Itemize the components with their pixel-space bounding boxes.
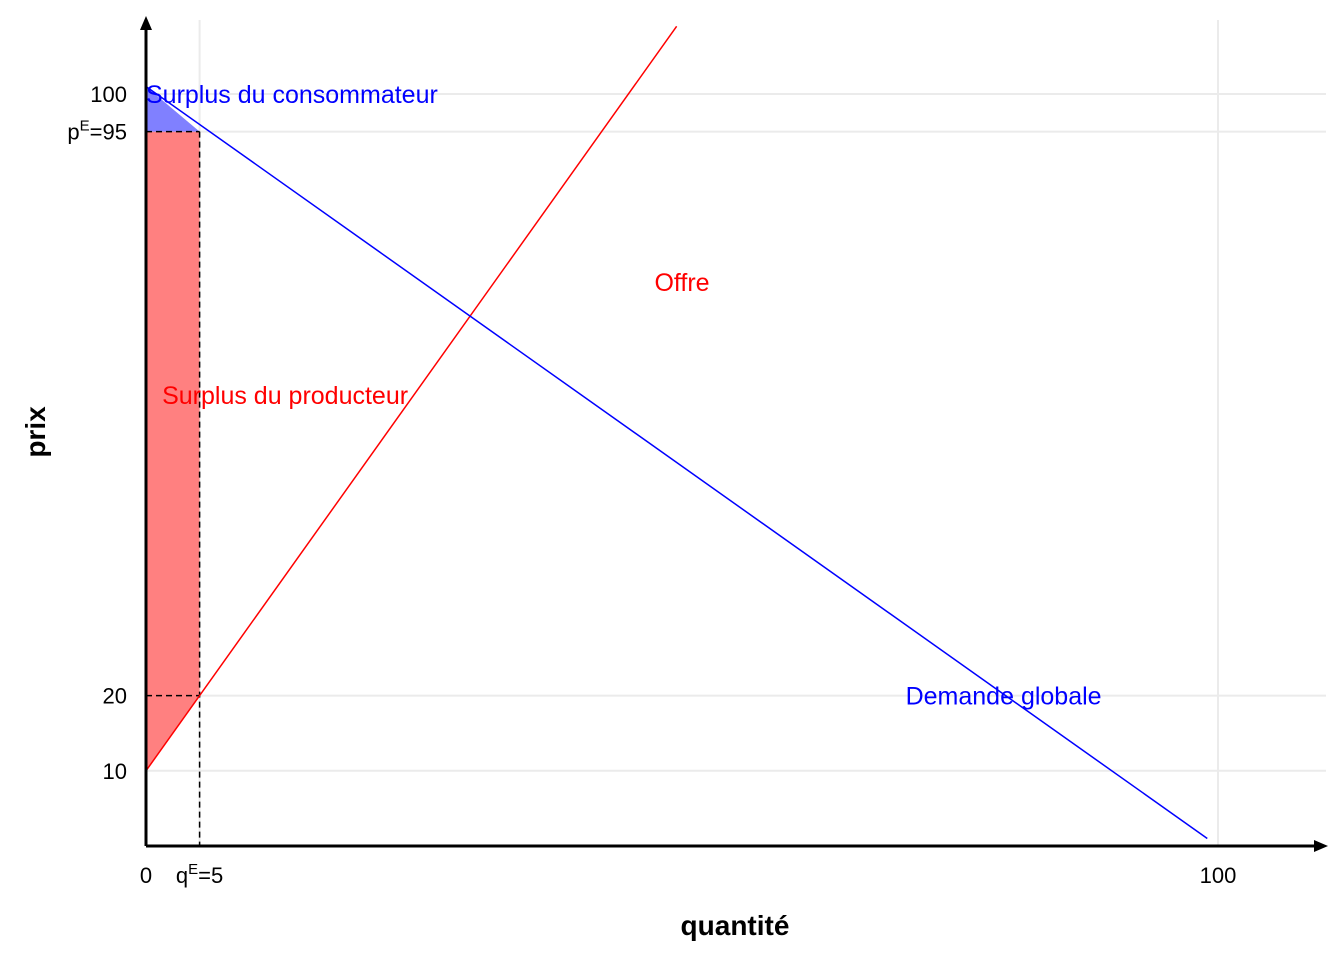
y-tick-label: 20 — [103, 684, 127, 709]
offre-curve — [146, 25, 678, 772]
equilibrium-guides — [146, 130, 201, 846]
surplus-du-producteurlabel: Surplus du producteur — [162, 382, 408, 410]
demande-globale-curve — [146, 85, 1208, 840]
x-axis-title: quantité — [681, 910, 790, 941]
y-tick-label: pE=95 — [67, 118, 127, 145]
x-axis-arrow-icon — [1314, 840, 1328, 852]
surplus-du-consommateurlabel: Surplus du consommateur — [146, 81, 438, 109]
surplus-areas — [146, 86, 200, 771]
curves — [146, 25, 1208, 840]
axes — [140, 16, 1328, 852]
grid-lines — [146, 20, 1326, 846]
x-tick-label: qE=5 — [176, 861, 223, 888]
offrelabel: Offre — [654, 269, 709, 297]
y-tick-label: 100 — [90, 82, 127, 107]
y-tick-label: 10 — [103, 759, 127, 784]
surplus-du-consommateurarea — [146, 86, 200, 132]
annotations: Surplus du consommateur Surplus du produc… — [146, 81, 1102, 711]
y-axis-title: prix — [20, 406, 51, 458]
demande-globalelabel: Demande globale — [906, 683, 1102, 711]
tick-labels: 0 qE=5 100 10 20 pE=95 100 — [67, 82, 1236, 888]
y-axis-arrow-icon — [140, 16, 152, 30]
surplus-du-producteurarea — [146, 131, 200, 771]
x-tick-label: 100 — [1200, 863, 1237, 888]
x-tick-label: 0 — [140, 863, 152, 888]
